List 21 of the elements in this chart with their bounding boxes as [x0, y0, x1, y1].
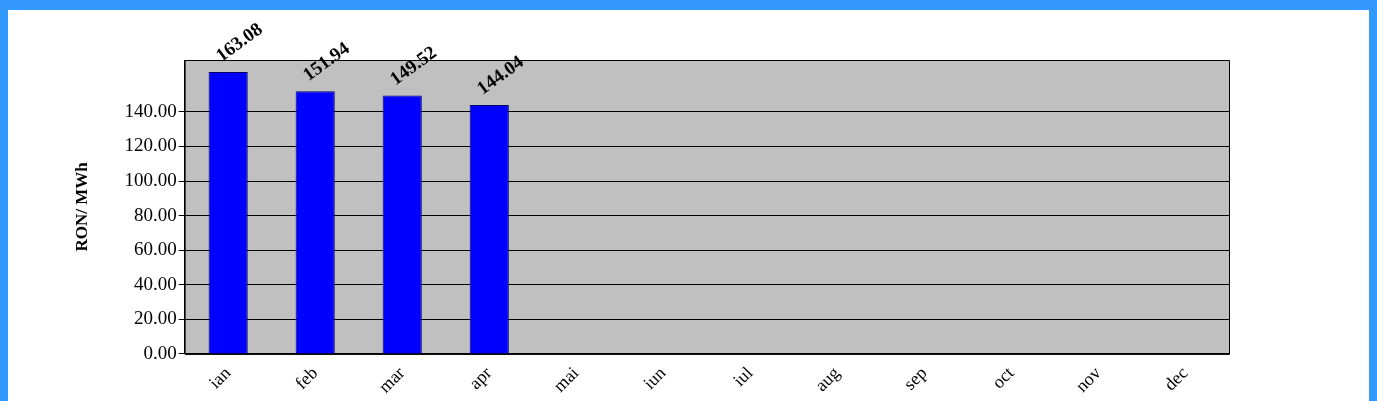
x-tick-label: iul — [728, 362, 757, 391]
x-tick-label: aug — [811, 362, 844, 396]
x-tick-label: mai — [549, 362, 583, 396]
y-tick-label: 20.00 — [133, 307, 177, 329]
x-tick-label: sep — [899, 362, 931, 394]
x-tick-label: mar — [374, 362, 409, 397]
y-tick-label: 140.00 — [124, 99, 177, 121]
y-tick-label: 80.00 — [133, 203, 177, 225]
x-tick-label: feb — [290, 362, 322, 393]
y-axis-title: RON/ MWh — [71, 161, 91, 252]
y-tick-label: 60.00 — [133, 238, 177, 260]
x-tick-label: apr — [465, 362, 496, 393]
x-tick-label: ian — [204, 362, 235, 393]
x-tick-label: dec — [1159, 362, 1192, 395]
x-tick-label: nov — [1071, 362, 1105, 396]
y-tick-label: 120.00 — [124, 134, 177, 156]
y-tick-label: 0.00 — [143, 341, 177, 363]
y-tick-label: 40.00 — [133, 272, 177, 294]
x-tick-label: oct — [987, 362, 1018, 393]
y-tick-label: 100.00 — [124, 169, 177, 191]
x-tick-label: iun — [639, 362, 670, 394]
